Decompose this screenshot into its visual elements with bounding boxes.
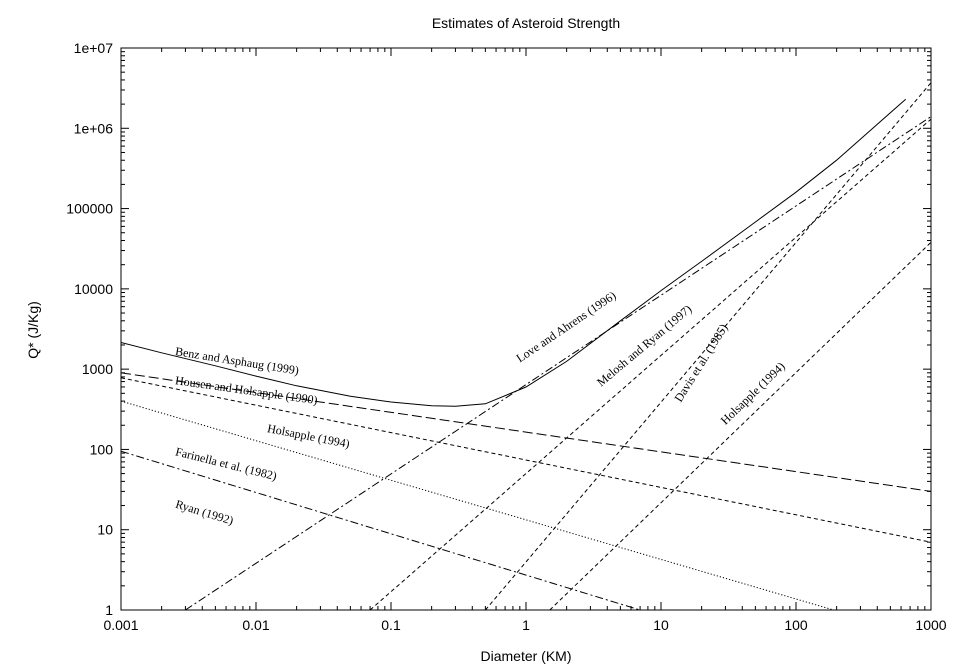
y-tick-label: 100000 xyxy=(66,201,113,217)
series-label: Holsapple (1994) xyxy=(718,359,788,427)
series-label: Benz and Asphaug (1999) xyxy=(174,344,300,377)
y-tick-label: 100 xyxy=(90,441,114,457)
series-line xyxy=(485,82,932,611)
x-tick-label: 10 xyxy=(653,617,669,633)
y-tick-label: 10 xyxy=(97,522,113,538)
series-line xyxy=(120,450,641,611)
series-line xyxy=(549,241,932,611)
series-line xyxy=(369,118,932,611)
series-label: Davis et al. (1985) xyxy=(671,321,730,404)
chart-title: Estimates of Asteroid Strength xyxy=(432,15,620,31)
series-label: Love and Ahrens (1996) xyxy=(514,288,619,365)
y-tick-label: 1000 xyxy=(82,361,113,377)
series-label: Farinella et al. (1982) xyxy=(174,444,278,483)
x-tick-label: 1 xyxy=(522,617,530,633)
y-tick-label: 1 xyxy=(105,602,113,618)
x-tick-label: 100 xyxy=(784,617,808,633)
series-line xyxy=(120,400,834,611)
series-line xyxy=(120,98,907,407)
y-tick-label: 1e+07 xyxy=(74,40,114,56)
series-label: Ryan (1992) xyxy=(174,497,235,528)
y-axis-label: Q* (J/Kg) xyxy=(25,301,41,359)
series-label: Housen and Holsapple (1990) xyxy=(174,373,318,407)
x-tick-label: 0.1 xyxy=(381,617,401,633)
series-label: Holsapple (1994) xyxy=(266,421,351,451)
x-tick-label: 0.001 xyxy=(103,617,138,633)
x-tick-label: 0.01 xyxy=(242,617,269,633)
x-tick-label: 1000 xyxy=(915,617,946,633)
series-line xyxy=(185,116,932,611)
series-label: Melosh and Ryan (1997) xyxy=(594,302,694,389)
y-tick-label: 10000 xyxy=(74,281,113,297)
series-line xyxy=(120,377,932,543)
x-axis-label: Diameter (KM) xyxy=(480,648,571,664)
series-line xyxy=(120,372,932,492)
plot-frame xyxy=(120,47,932,611)
y-tick-label: 1e+06 xyxy=(74,120,114,136)
